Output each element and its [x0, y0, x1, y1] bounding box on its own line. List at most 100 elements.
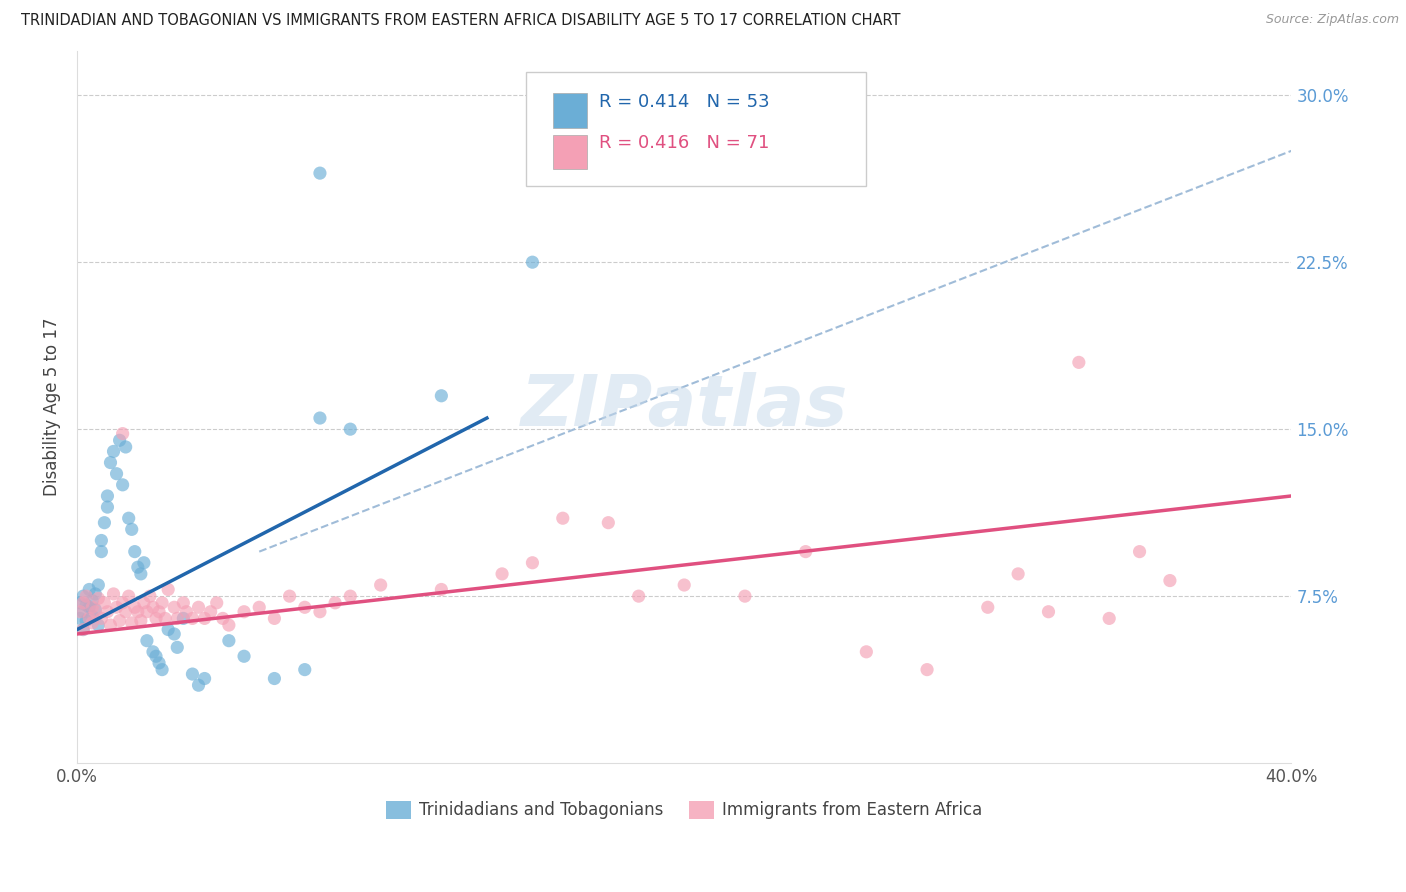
Point [93, 596, 115, 610]
Point [430, 389, 453, 403]
Point [69, 605, 91, 619]
Point [157, 623, 180, 637]
Point [148, 656, 170, 670]
Point [1098, 611, 1121, 625]
Point [309, 605, 332, 619]
Point [627, 589, 650, 603]
Point [132, 556, 155, 570]
Text: ZIPatlas: ZIPatlas [520, 372, 848, 442]
Point [96, 500, 118, 514]
Point [194, 672, 217, 686]
Text: R = 0.416   N = 71: R = 0.416 N = 71 [599, 135, 769, 153]
Point [309, 411, 332, 425]
Text: Source: ZipAtlas.com: Source: ZipAtlas.com [1265, 13, 1399, 27]
FancyBboxPatch shape [553, 135, 588, 169]
Point [82, 609, 104, 624]
Point [915, 663, 938, 677]
Point [1159, 574, 1181, 588]
Point [855, 645, 877, 659]
Point [132, 596, 155, 610]
Point [176, 605, 198, 619]
Point [72, 605, 94, 619]
Point [87, 578, 110, 592]
Point [118, 589, 141, 603]
Point [1128, 544, 1150, 558]
Point [72, 623, 94, 637]
Point [87, 618, 110, 632]
Point [114, 605, 136, 619]
Point [181, 611, 204, 625]
Point [118, 511, 141, 525]
Point [194, 611, 217, 625]
Point [734, 589, 756, 603]
Point [153, 611, 176, 625]
Point [75, 589, 97, 603]
Point [1067, 355, 1090, 369]
Point [163, 600, 186, 615]
Point [218, 633, 240, 648]
Point [84, 602, 107, 616]
Point [124, 600, 146, 615]
Point [129, 614, 152, 628]
Point [75, 598, 97, 612]
Point [129, 566, 152, 581]
Point [108, 614, 131, 628]
Point [72, 623, 94, 637]
Point [121, 615, 143, 630]
Point [430, 582, 453, 597]
Point [247, 600, 270, 615]
Point [90, 544, 112, 558]
Point [108, 434, 131, 448]
Point [127, 560, 149, 574]
Point [103, 444, 125, 458]
Point [150, 663, 173, 677]
FancyBboxPatch shape [526, 72, 866, 186]
Point [93, 516, 115, 530]
Point [233, 649, 256, 664]
Point [598, 516, 620, 530]
Point [263, 672, 285, 686]
Point [121, 522, 143, 536]
Point [157, 582, 180, 597]
Point [100, 456, 122, 470]
Point [200, 605, 222, 619]
Point [111, 426, 134, 441]
Point [166, 611, 188, 625]
Point [211, 611, 233, 625]
Point [77, 582, 100, 597]
Point [111, 478, 134, 492]
Point [100, 618, 122, 632]
Point [139, 589, 162, 603]
Point [124, 544, 146, 558]
Point [551, 511, 574, 525]
Point [1007, 566, 1029, 581]
Point [82, 593, 104, 607]
Point [339, 422, 361, 436]
FancyBboxPatch shape [553, 94, 588, 128]
Point [75, 614, 97, 628]
Point [96, 605, 118, 619]
Point [135, 605, 157, 619]
Point [69, 611, 91, 625]
Point [187, 600, 209, 615]
Point [145, 649, 167, 664]
Point [148, 605, 170, 619]
Point [522, 556, 544, 570]
Legend: Trinidadians and Tobagonians, Immigrants from Eastern Africa: Trinidadians and Tobagonians, Immigrants… [380, 794, 988, 826]
Point [82, 600, 104, 615]
Point [172, 611, 194, 625]
Point [90, 611, 112, 625]
Point [491, 566, 513, 581]
Point [103, 587, 125, 601]
Point [96, 489, 118, 503]
Point [294, 600, 316, 615]
Point [263, 611, 285, 625]
Point [294, 663, 316, 677]
Point [145, 611, 167, 625]
Point [111, 596, 134, 610]
Point [105, 600, 128, 615]
Point [77, 611, 100, 625]
Point [370, 578, 392, 592]
Point [205, 596, 228, 610]
Point [84, 605, 107, 619]
